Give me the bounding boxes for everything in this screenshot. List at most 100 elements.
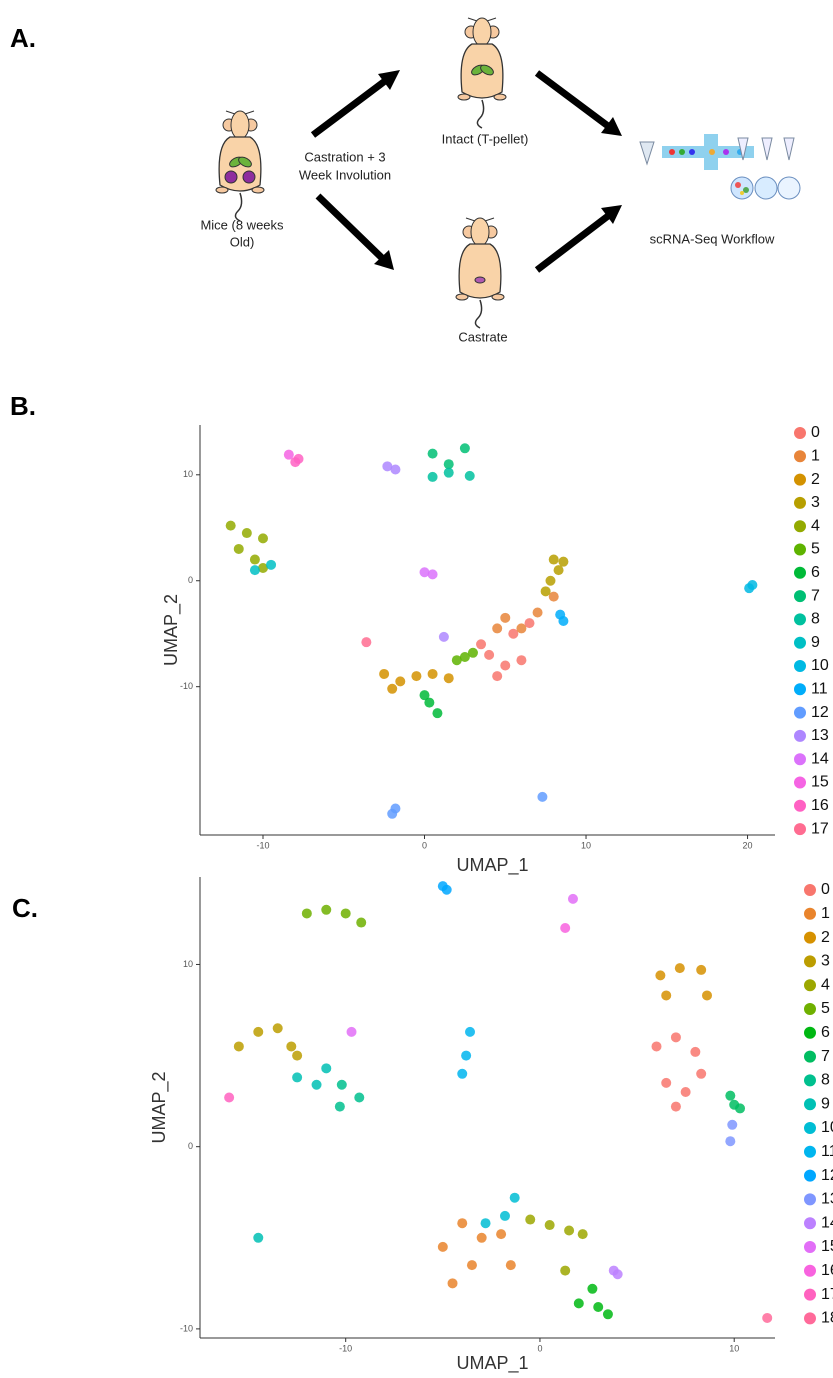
y-axis-label: UMAP_2: [161, 594, 182, 666]
legend-swatch: [794, 660, 806, 672]
cell-point: [661, 1077, 672, 1088]
legend-label: 14: [821, 1214, 833, 1231]
cluster: [233, 1023, 303, 1061]
cell-point: [411, 671, 422, 682]
cell-point: [257, 533, 268, 544]
legend-swatch: [804, 1169, 816, 1182]
cluster: [301, 904, 367, 928]
cell-point: [762, 1312, 773, 1323]
cell-point: [233, 543, 244, 554]
x-tick-label: 0: [537, 1343, 542, 1353]
legend-swatch: [794, 450, 806, 463]
y-tick-label: -10: [180, 1323, 193, 1333]
cluster: [379, 668, 454, 694]
legend-label: 6: [821, 1024, 830, 1041]
cell-point: [257, 563, 268, 574]
legend-swatch: [794, 683, 806, 696]
cluster: [419, 690, 443, 719]
x-axis-label: UMAP_1: [456, 1353, 528, 1374]
cell-point: [301, 908, 312, 919]
cell-point: [443, 467, 454, 478]
cell-point: [505, 1260, 516, 1271]
cell-point: [432, 708, 443, 719]
cluster: [651, 1032, 707, 1112]
panel-label: C.: [12, 893, 38, 923]
cell-point: [354, 1092, 365, 1103]
legend-swatch: [804, 1122, 816, 1134]
legend-swatch: [804, 907, 816, 920]
cell-point: [696, 1068, 707, 1079]
cell-point: [427, 448, 438, 459]
legend-label: 12: [811, 704, 829, 721]
cluster: [492, 591, 559, 634]
cell-point: [266, 559, 277, 570]
legend-swatch: [804, 1312, 816, 1325]
cell-point: [395, 676, 406, 687]
cell-point: [356, 917, 367, 928]
legend-label: 7: [821, 1048, 830, 1065]
legend-swatch: [794, 776, 806, 789]
cell-point: [537, 791, 548, 802]
legend-swatch: [804, 1098, 816, 1111]
legend-swatch: [794, 823, 806, 836]
workflow-icon: [639, 134, 801, 200]
cell-point: [587, 1283, 598, 1294]
x-tick-label: 10: [581, 840, 591, 850]
legend-label: 18: [821, 1310, 833, 1327]
cluster: [540, 554, 569, 597]
cell-point: [476, 1232, 487, 1243]
legend-swatch: [804, 1050, 816, 1063]
legend-label: 0: [821, 881, 830, 898]
cell-point: [670, 1101, 681, 1112]
diagram-label: scRNA-Seq Workflow: [650, 231, 775, 246]
mouse-icon: [215, 110, 265, 222]
cluster: [451, 647, 478, 666]
cell-point: [451, 655, 462, 666]
cell-point: [499, 1210, 510, 1221]
cell-point: [427, 471, 438, 482]
legend-label: 4: [811, 517, 820, 534]
cell-point: [680, 1087, 691, 1098]
cluster: [283, 449, 294, 460]
diagram-label: Castration + 3: [304, 149, 385, 164]
legend-label: 11: [821, 1143, 833, 1160]
legend-swatch: [794, 543, 806, 556]
cluster: [573, 1283, 613, 1320]
cell-point: [459, 652, 470, 663]
cell-point: [457, 1068, 468, 1079]
legend-swatch: [804, 1074, 816, 1087]
cell-point: [382, 461, 393, 472]
legend-swatch: [804, 979, 816, 992]
cell-point: [293, 453, 304, 464]
legend-swatch: [804, 1241, 816, 1253]
cell-point: [532, 607, 543, 618]
cell-point: [427, 569, 438, 580]
cell-point: [651, 1041, 662, 1052]
cell-point: [346, 1026, 357, 1037]
cell-point: [233, 1041, 244, 1052]
cell-point: [612, 1269, 623, 1280]
legend-label: 17: [821, 1286, 833, 1303]
legend-swatch: [794, 753, 806, 766]
legend-swatch: [804, 955, 816, 968]
diagram-label: Castrate: [458, 329, 507, 344]
legend-label: 3: [821, 953, 830, 970]
arrows: [310, 70, 622, 273]
cluster: [249, 559, 277, 576]
cell-point: [387, 683, 398, 694]
cell-point: [548, 591, 559, 602]
cell-point: [241, 528, 252, 539]
mouse-icon: [457, 17, 507, 129]
legend-label: 3: [811, 494, 820, 511]
cell-point: [593, 1302, 604, 1313]
cell-point: [321, 904, 332, 915]
diagram-label: Old): [230, 234, 255, 249]
cell-point: [725, 1090, 736, 1101]
cell-point: [747, 579, 758, 590]
cell-point: [725, 1136, 736, 1147]
legend-label: 16: [821, 1262, 833, 1279]
cluster: [457, 1026, 476, 1079]
legend-swatch: [794, 799, 806, 812]
cluster: [437, 1218, 516, 1289]
